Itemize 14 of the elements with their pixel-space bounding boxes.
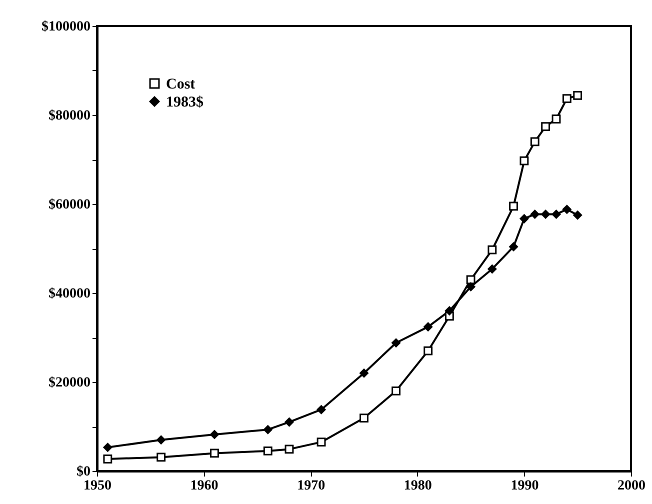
legend-label: 1983$ bbox=[166, 94, 204, 110]
x-tick-label: 1960 bbox=[190, 478, 218, 494]
y-tick-label: $40000 bbox=[48, 286, 90, 302]
x-tick-label: 1990 bbox=[510, 478, 539, 494]
y-tick-label: $0 bbox=[76, 464, 90, 480]
y-tick-label: $80000 bbox=[48, 108, 90, 124]
x-tick-label: 1950 bbox=[84, 478, 112, 494]
y-tick-label: $60000 bbox=[48, 198, 90, 212]
y-tick-label: $20000 bbox=[48, 376, 90, 390]
x-tick-label: 2000 bbox=[618, 478, 646, 494]
x-tick-label: 1980 bbox=[404, 478, 432, 494]
x-tick-label: 1970 bbox=[297, 478, 326, 494]
y-tick-label: $100000 bbox=[42, 20, 90, 34]
legend-label: Cost bbox=[166, 76, 196, 92]
